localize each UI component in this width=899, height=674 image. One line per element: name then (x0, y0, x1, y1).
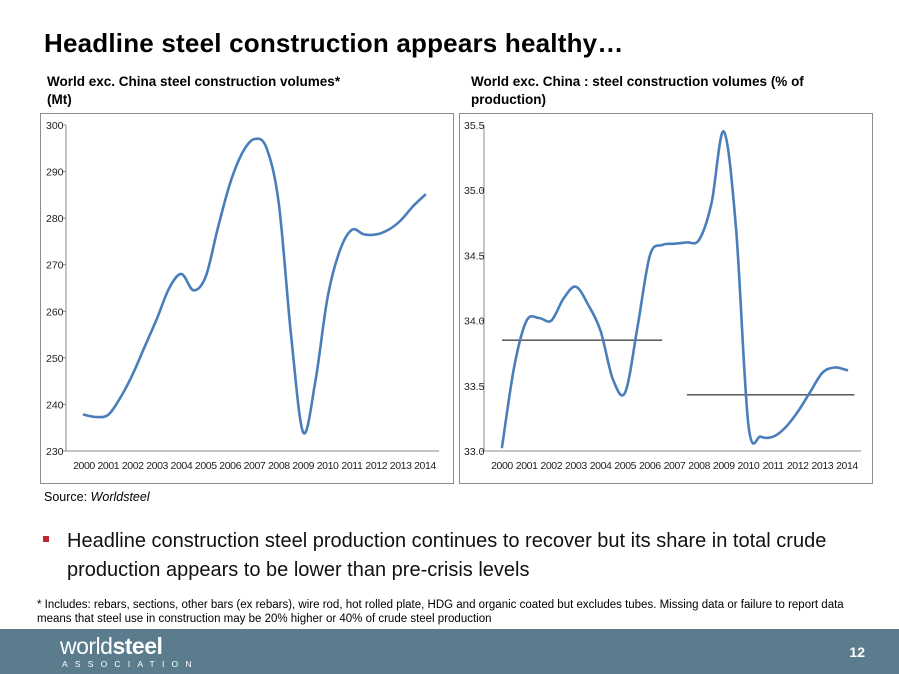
y-tick-label: 35.5 (464, 120, 485, 132)
y-tick-label: 290 (46, 167, 64, 179)
chart-2-panel: 33.0 33.5 34.0 34.5 35.0 35.5 2000 2001 2002 2003… (459, 113, 873, 484)
y-tick-label: 34.0 (464, 316, 485, 328)
series-line (500, 130, 849, 449)
y-tick-label: 34.5 (464, 250, 485, 262)
x-tick-label: 2002 (122, 460, 144, 472)
x-tick-label: 2004 (171, 460, 193, 472)
y-tick-label: 280 (46, 213, 64, 225)
worldsteel-logo: worldsteel (60, 633, 163, 660)
x-tick-label: 2006 (219, 460, 241, 472)
logo-part-2: steel (112, 633, 163, 659)
x-tick-label: 2005 (195, 460, 217, 472)
footnote: * Includes: rebars, sections, other bars… (37, 599, 844, 625)
y-tick-label: 260 (46, 306, 64, 318)
y-tick-label: 230 (46, 446, 64, 458)
source-name: Worldsteel (90, 490, 150, 504)
x-tick-label: 2008 (268, 460, 290, 472)
bullet-text: Headline construction steel production c… (67, 530, 827, 581)
x-tick-label: 2004 (590, 460, 612, 472)
x-tick-label: 2009 (713, 460, 735, 472)
chart-2-title: World exc. China : steel construction vo… (471, 74, 804, 107)
series-line (82, 137, 427, 435)
x-tick-label: 2001 (516, 460, 538, 472)
footer-bar: worldsteel ASSOCIATION 12 (0, 629, 899, 674)
y-tick-label: 33.5 (464, 381, 485, 393)
logo-subtitle: ASSOCIATION (62, 659, 199, 669)
source-prefix: Source: (44, 490, 91, 504)
y-tick-label: 270 (46, 260, 64, 272)
x-tick-label: 2000 (73, 460, 95, 472)
y-tick-label: 250 (46, 353, 64, 365)
y-tick-label: 300 (46, 120, 64, 132)
x-tick-label: 2007 (664, 460, 686, 472)
source-note: Source: Worldsteel (44, 490, 150, 504)
x-tick-label: 2005 (614, 460, 636, 472)
page-number: 12 (849, 644, 865, 660)
x-tick-label: 2014 (414, 460, 436, 472)
chart-1-svg: 230 240 250 260 270 280 290 300 2000 2001 2002 2003… (46, 120, 439, 472)
x-tick-label: 2014 (836, 460, 858, 472)
bullet-marker (43, 536, 49, 542)
x-tick-label: 2009 (292, 460, 314, 472)
x-tick-label: 2010 (738, 460, 760, 472)
x-tick-label: 2006 (639, 460, 661, 472)
x-tick-label: 2010 (317, 460, 339, 472)
x-tick-label: 2003 (565, 460, 587, 472)
y-tick-label: 240 (46, 399, 64, 411)
x-tick-label: 2013 (811, 460, 833, 472)
chart-2-svg: 33.0 33.5 34.0 34.5 35.0 35.5 2000 2001 2002 2003… (464, 120, 861, 472)
x-tick-label: 2013 (390, 460, 412, 472)
y-tick-label: 35.0 (464, 185, 485, 197)
chart-1-title: World exc. China steel construction volu… (47, 74, 341, 107)
x-tick-label: 2002 (540, 460, 562, 472)
x-tick-label: 2000 (491, 460, 513, 472)
x-tick-label: 2003 (146, 460, 168, 472)
x-tick-label: 2012 (787, 460, 809, 472)
slide-title: Headline steel construction appears heal… (44, 28, 624, 58)
x-tick-label: 2007 (244, 460, 266, 472)
logo-part-1: world (60, 633, 113, 659)
chart-1-panel: 230 240 250 260 270 280 290 300 2000 2001 2002 2003… (40, 113, 454, 484)
y-tick-label: 33.0 (464, 446, 485, 458)
x-tick-label: 2011 (763, 460, 785, 472)
x-tick-label: 2001 (97, 460, 119, 472)
x-tick-label: 2011 (341, 460, 363, 472)
x-tick-label: 2008 (688, 460, 710, 472)
x-tick-label: 2012 (365, 460, 387, 472)
